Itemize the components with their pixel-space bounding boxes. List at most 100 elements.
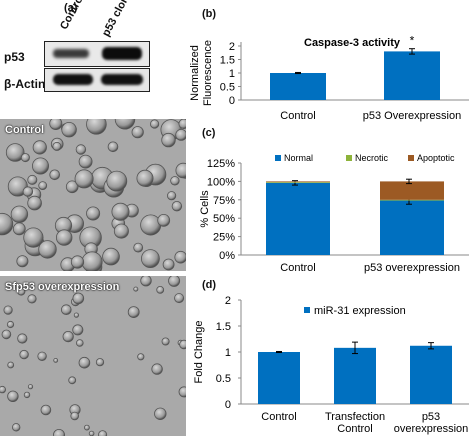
cell-shape [16,255,29,268]
x-tick-label: Control [280,110,315,122]
blot-p53-band-control [53,49,89,58]
x-tick-label: Control [337,423,372,435]
cell-shape [175,162,186,179]
legend-label-0: Normal [284,153,313,163]
bar-0 [270,73,326,100]
cell-shape [175,129,186,141]
cell-shape [86,119,107,135]
bar-1 [334,347,376,404]
cell-shape [88,430,95,436]
cell-shape [73,312,80,318]
cell-shape [65,180,79,194]
panel-a-letter: (a) [64,2,78,14]
cell-shape [27,195,42,211]
y-axis-label-line2: Fluorescence [202,40,214,106]
cell-shape [170,176,180,186]
legend-label: miR-31 expression [314,305,406,317]
cell-shape [161,337,170,346]
chart-cell-fate: 0% 25% 50% 75% 100% 125% % Cells Normal Necrotic… [199,153,469,274]
cell-shape [72,292,85,305]
cell-shape [5,143,25,162]
panel-d-letter: (d) [202,279,217,291]
cell-shape [20,153,30,163]
cell-shape [76,339,84,347]
cell-shape [98,430,108,436]
blot-column-p53-clone: p53 clone [100,0,135,39]
cell-shape [114,119,136,130]
cell-shape [74,169,94,189]
cell-shape [32,157,50,175]
cell-shape [55,229,73,246]
blot-actin-band-clone [101,74,143,85]
micrograph-overexpression: Sfp53 overexpression [0,276,186,436]
panel-c-letter: (c) [202,127,216,139]
y-tick-label: 1 [225,347,231,359]
cell-shape [154,407,167,421]
cell-shape [140,214,162,236]
cell-shape [19,349,29,360]
legend-swatch-1 [346,155,352,161]
blot-row-p53-label: p53 [4,50,25,64]
cell-shape [49,169,60,181]
cell-shape [150,119,160,129]
legend-label-2: Apoptotic [417,153,455,163]
micrograph-control-label: Control [5,124,45,136]
y-tick-label: 100% [207,176,235,188]
cell-shape [12,423,21,432]
x-tick-label: Control [261,411,296,423]
cell-shape [113,223,129,239]
micrograph-overexpression-cells [0,276,186,436]
x-tick-label: overexpression [394,423,469,435]
cell-shape [178,386,186,398]
blot-p53-strip [44,41,150,67]
cell-shape [157,214,171,227]
bar-1 [384,51,440,100]
cell-shape [156,285,165,294]
cell-shape [75,144,87,155]
cell-shape [10,205,29,224]
cell-shape [171,200,183,212]
cell-shape [27,384,34,390]
cell-shape [27,174,38,185]
cell-shape [62,330,74,343]
y-tick-label: 1.5 [216,321,231,333]
micrograph-overexpression-label: Sfp53 overexpression [5,281,120,293]
x-tick-label: Transfection [325,411,385,423]
cell-shape [133,286,139,292]
legend-swatch-2 [408,155,414,161]
cell-shape [17,287,26,296]
blot-column-control: Control [58,0,87,32]
legend-swatch-0 [275,155,281,161]
y-tick-label: 1 [229,68,235,80]
cell-shape [151,363,163,375]
cell-shape [37,351,47,362]
x-tick-label: Control [280,262,315,274]
cell-shape [6,320,15,329]
stack-1-necrotic [380,199,444,201]
y-tick-label: 25% [213,232,235,244]
cell-shape [102,247,120,266]
cell-shape [70,411,79,421]
cell-shape [1,329,12,340]
cell-shape [179,339,186,350]
y-tick-label: 0 [225,399,231,411]
cell-shape [27,294,37,304]
cell-shape [72,324,84,336]
cell-shape [161,132,176,148]
significance-marker: * [410,34,415,48]
y-tick-label: 50% [213,213,235,225]
legend-swatch [304,307,310,313]
cell-shape [38,181,48,190]
bar-2 [410,345,452,404]
cell-shape [61,304,72,316]
micrograph-control-cells [0,119,186,271]
chart-title: Caspase-3 activity [304,37,401,49]
cell-shape [168,276,181,287]
cell-shape [136,169,154,187]
cell-shape [162,258,175,271]
cell-shape [133,242,144,253]
y-axis-label-line1: Normalized [189,45,201,101]
cell-shape [178,119,186,129]
blot-actin-strip [44,68,150,92]
blot-actin-band-control [53,74,93,85]
